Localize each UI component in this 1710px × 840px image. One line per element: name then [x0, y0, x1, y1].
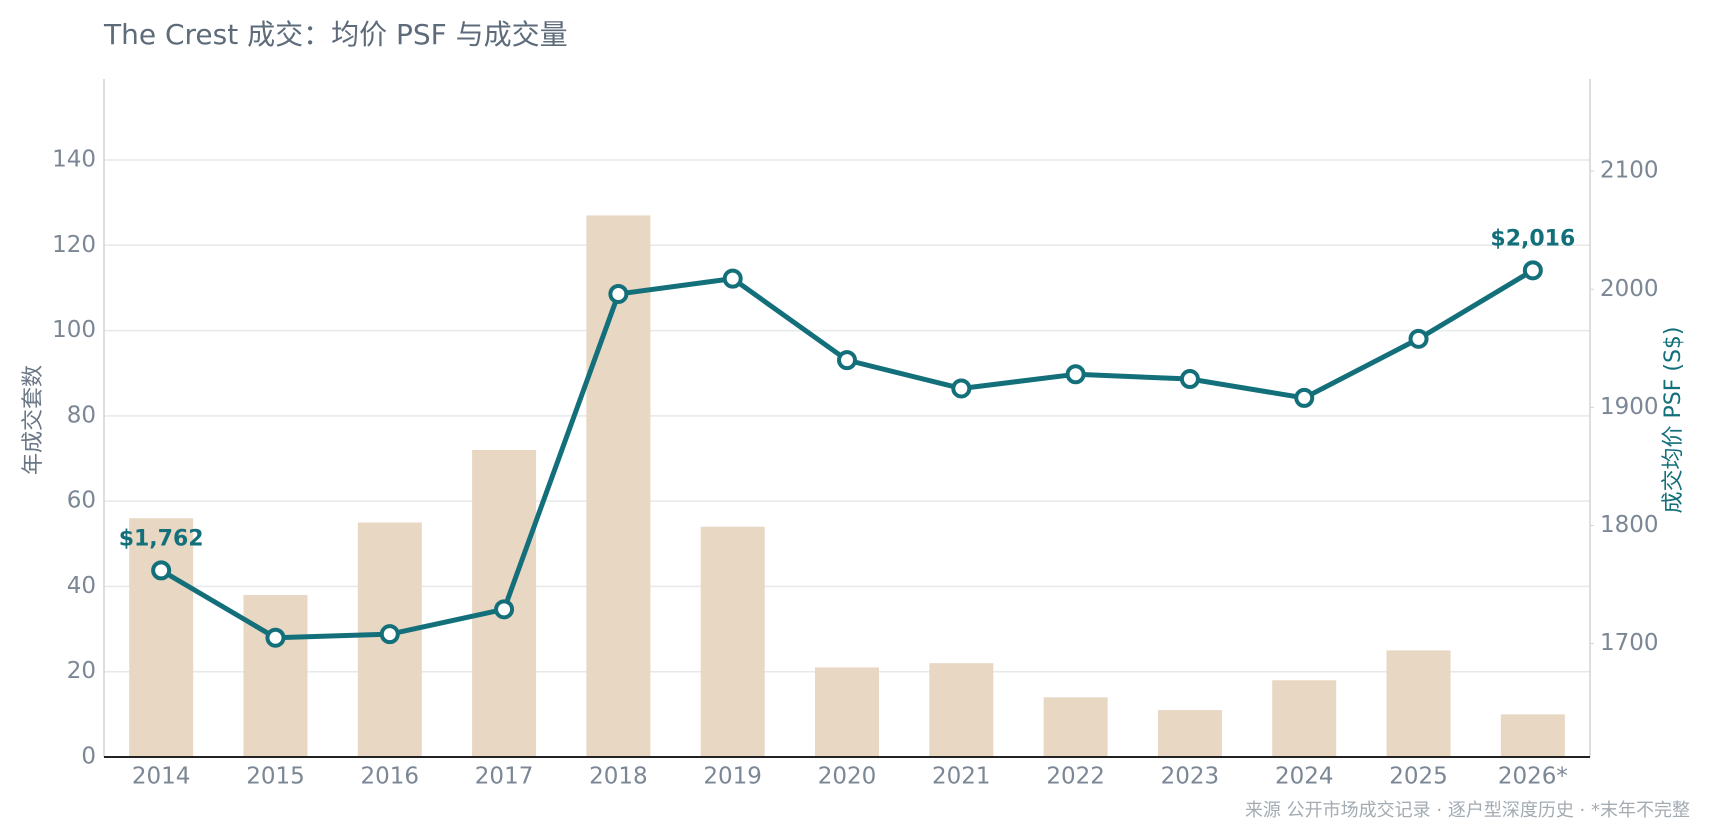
- bar: [814, 667, 880, 757]
- y-tick-label: 20: [67, 658, 96, 684]
- bar: [929, 663, 994, 757]
- chart-title: The Crest 成交：均价 PSF 与成交量: [103, 18, 568, 51]
- bar: [243, 594, 308, 757]
- point: [1522, 260, 1543, 281]
- y-tick-label: 140: [52, 147, 96, 173]
- y2-tick-label: 1900: [1600, 394, 1659, 420]
- point: [494, 599, 515, 620]
- x-tick-label: 2022: [1046, 764, 1105, 790]
- x-tick-label: 2017: [475, 764, 534, 790]
- y-tick-label: 0: [81, 744, 96, 770]
- bar: [1386, 650, 1451, 757]
- x-tick-label: 2021: [932, 764, 991, 790]
- y2-tick-label: 2000: [1600, 276, 1659, 302]
- bar: [700, 526, 765, 757]
- point: [379, 624, 400, 645]
- y-tick-label: 80: [67, 402, 96, 428]
- point: [265, 627, 286, 648]
- x-tick-label: 2018: [589, 764, 648, 790]
- y2-tick-label: 1700: [1600, 630, 1659, 656]
- y2-tick-label: 2100: [1600, 158, 1659, 184]
- point: [1408, 328, 1429, 349]
- point: [837, 350, 857, 371]
- point: [722, 268, 743, 289]
- x-tick-label: 2025: [1389, 764, 1448, 790]
- footnote: 来源 公开市场成交记录 · 逐户型深度历史 · *末年不完整: [1245, 800, 1690, 821]
- point: [951, 378, 972, 399]
- y-axis-title: 年成交套数: [21, 365, 46, 475]
- point: [1065, 364, 1086, 385]
- bar: [129, 518, 194, 757]
- y-tick-label: 40: [67, 573, 96, 599]
- point: [1179, 369, 1200, 390]
- y2-axis-title: 成交均价 PSF (S$): [1661, 326, 1686, 513]
- x-tick-label: 2026*: [1498, 764, 1568, 790]
- y-tick-label: 100: [52, 317, 96, 343]
- point: [151, 560, 172, 581]
- x-tick-label: 2023: [1161, 764, 1220, 790]
- x-tick-label: 2024: [1275, 764, 1334, 790]
- point: [1294, 387, 1315, 408]
- bar: [1043, 697, 1108, 757]
- x-tick-label: 2016: [360, 764, 419, 790]
- y-tick-label: 60: [67, 488, 96, 514]
- bar: [1272, 680, 1337, 757]
- bar: [1500, 714, 1565, 757]
- bar: [1157, 710, 1222, 757]
- x-tick-label: 2014: [132, 764, 191, 790]
- y2-tick-label: 1800: [1600, 512, 1659, 538]
- value-label: $1,762: [119, 526, 204, 551]
- bar: [586, 215, 651, 758]
- x-tick-label: 2019: [703, 764, 762, 790]
- y-tick-label: 120: [52, 232, 96, 258]
- value-label: $2,016: [1490, 226, 1575, 251]
- point: [608, 283, 629, 304]
- x-tick-label: 2015: [246, 764, 305, 790]
- x-tick-label: 2020: [818, 764, 877, 790]
